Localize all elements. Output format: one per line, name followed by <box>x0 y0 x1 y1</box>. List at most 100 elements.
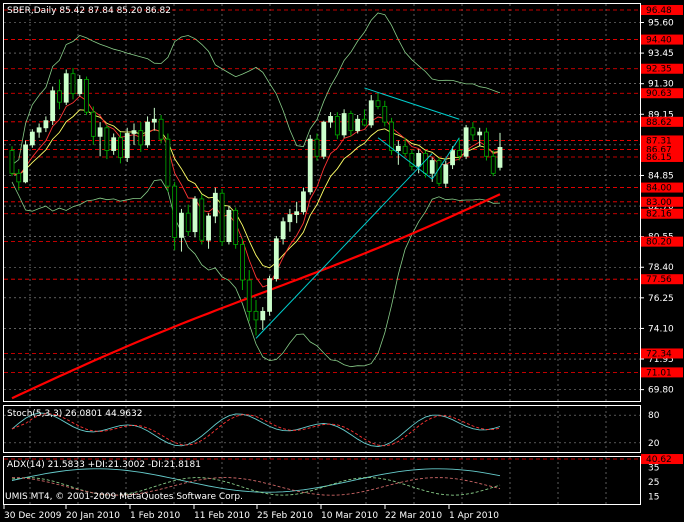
level-tag-label: 71.01 <box>646 368 672 378</box>
stoch-main-line <box>11 412 501 447</box>
candle-body <box>63 73 69 103</box>
adx-tick-label: 35 <box>648 463 659 473</box>
candle-body <box>301 191 306 213</box>
candle-body <box>206 215 211 241</box>
grid <box>4 4 640 504</box>
candle-body <box>450 150 455 166</box>
candle-body <box>416 153 422 167</box>
adx-level-tag-bg <box>641 454 683 465</box>
candle-body <box>212 192 218 217</box>
candle-body <box>409 153 415 167</box>
adx-tick-label: 15 <box>648 493 659 503</box>
candle-body <box>50 90 56 122</box>
candle-body <box>436 160 442 184</box>
candles[interactable] <box>9 68 503 336</box>
stoch-tick-label: 80 <box>648 411 660 421</box>
candle-body <box>253 310 259 321</box>
candle-body <box>219 192 225 243</box>
candle-body <box>314 138 320 157</box>
candle-body <box>90 111 96 137</box>
level-tag-label: 77.56 <box>646 275 672 285</box>
candle-body <box>423 153 428 174</box>
adx-title: ADX(14) 21.5833 +DI:21.3002 -DI:21.8181 <box>7 460 201 470</box>
candle-body <box>172 185 178 238</box>
candle-body <box>185 212 191 233</box>
date-tick-label: 1 Feb 2010 <box>130 511 181 521</box>
candle-body <box>470 127 476 136</box>
candle-body <box>341 113 347 136</box>
candle-body <box>111 137 117 151</box>
main-pane-frame <box>3 3 641 402</box>
candle-body <box>307 138 313 193</box>
candle-body <box>348 113 354 132</box>
candle-body <box>145 121 150 146</box>
price-axis: 95.6093.4591.3089.1587.0084.8582.7080.55… <box>640 18 674 503</box>
candle-body <box>463 127 469 157</box>
candle-body <box>267 278 272 312</box>
candle-body <box>23 144 28 183</box>
candle-body <box>118 137 123 159</box>
level-tag-label: 83.00 <box>646 198 672 208</box>
level-tag-bg <box>641 34 683 45</box>
level-tag-bg <box>641 236 683 247</box>
candle-body <box>260 310 266 321</box>
candle-body <box>199 198 205 241</box>
ma-slow <box>11 193 501 400</box>
candle-body <box>368 100 374 126</box>
level-tag-bg <box>641 196 683 207</box>
candle-body <box>131 130 137 134</box>
price-tick-label: 82.70 <box>648 202 674 212</box>
bollinger-lower <box>11 179 501 368</box>
price-tick-label: 91.30 <box>648 80 674 90</box>
candle-body <box>484 131 489 157</box>
main-title: SBER,Daily 85.42 87.84 85.20 86.82 <box>7 6 171 16</box>
trendline-mid <box>377 137 433 180</box>
candle-body <box>138 130 144 146</box>
candle-body <box>382 106 388 123</box>
date-tick-label: 30 Dec 2009 <box>4 511 62 521</box>
level-tag-bg <box>641 182 683 193</box>
level-tags: 96.48 94.40 92.35 90.63 88.62 87.3186.6786.15… <box>641 4 683 465</box>
date-tick-label: 20 Jan 2010 <box>66 511 120 521</box>
trendlines[interactable] <box>255 87 460 339</box>
level-tag-bg <box>641 144 683 155</box>
candle-body <box>497 147 503 168</box>
adx-pane-frame <box>3 456 641 505</box>
candle-body <box>375 100 381 107</box>
level-tag-label: 72.34 <box>646 349 672 359</box>
copyright-text: UMIS MT4, © 2001-2009 MetaQuotes Softwar… <box>5 492 243 502</box>
trendline-mid-2 <box>431 137 460 180</box>
level-tag-bg <box>641 208 683 219</box>
candle-body <box>124 133 130 159</box>
candle-body <box>16 172 22 183</box>
price-tick-label: 74.10 <box>648 324 674 334</box>
price-tick-label: 84.85 <box>648 171 674 181</box>
price-tick-label: 71.95 <box>648 355 674 365</box>
level-tag-label: 94.40 <box>646 36 672 46</box>
price-tick-label: 93.45 <box>648 49 674 59</box>
candle-body <box>273 238 279 280</box>
level-tag-bg <box>641 88 683 99</box>
candle-body <box>233 209 239 245</box>
date-tick-label: 22 Mar 2010 <box>385 511 442 521</box>
candle-body <box>36 127 42 133</box>
trendline-upper <box>364 87 460 120</box>
candle-body <box>104 127 110 151</box>
candle-body <box>362 118 367 126</box>
candle-body <box>389 121 394 151</box>
minus-di-line <box>11 477 501 496</box>
level-tag-label: 80.20 <box>646 238 672 248</box>
oscillator-lines <box>4 412 640 496</box>
candle-body <box>29 131 35 146</box>
level-tag-bg <box>641 274 683 285</box>
date-tick-label: 11 Feb 2010 <box>194 511 250 521</box>
date-axis: 30 Dec 2009 20 Jan 2010 1 Feb 2010 11 Feb 2… <box>3 504 499 521</box>
level-tag-label: 84.00 <box>646 184 672 194</box>
date-tick-label: 10 Mar 2010 <box>321 511 378 521</box>
candle-body <box>70 73 76 95</box>
price-tick-label: 78.40 <box>648 263 674 273</box>
candle-body <box>43 120 49 129</box>
candle-body <box>443 164 449 184</box>
candle-body <box>321 121 327 157</box>
